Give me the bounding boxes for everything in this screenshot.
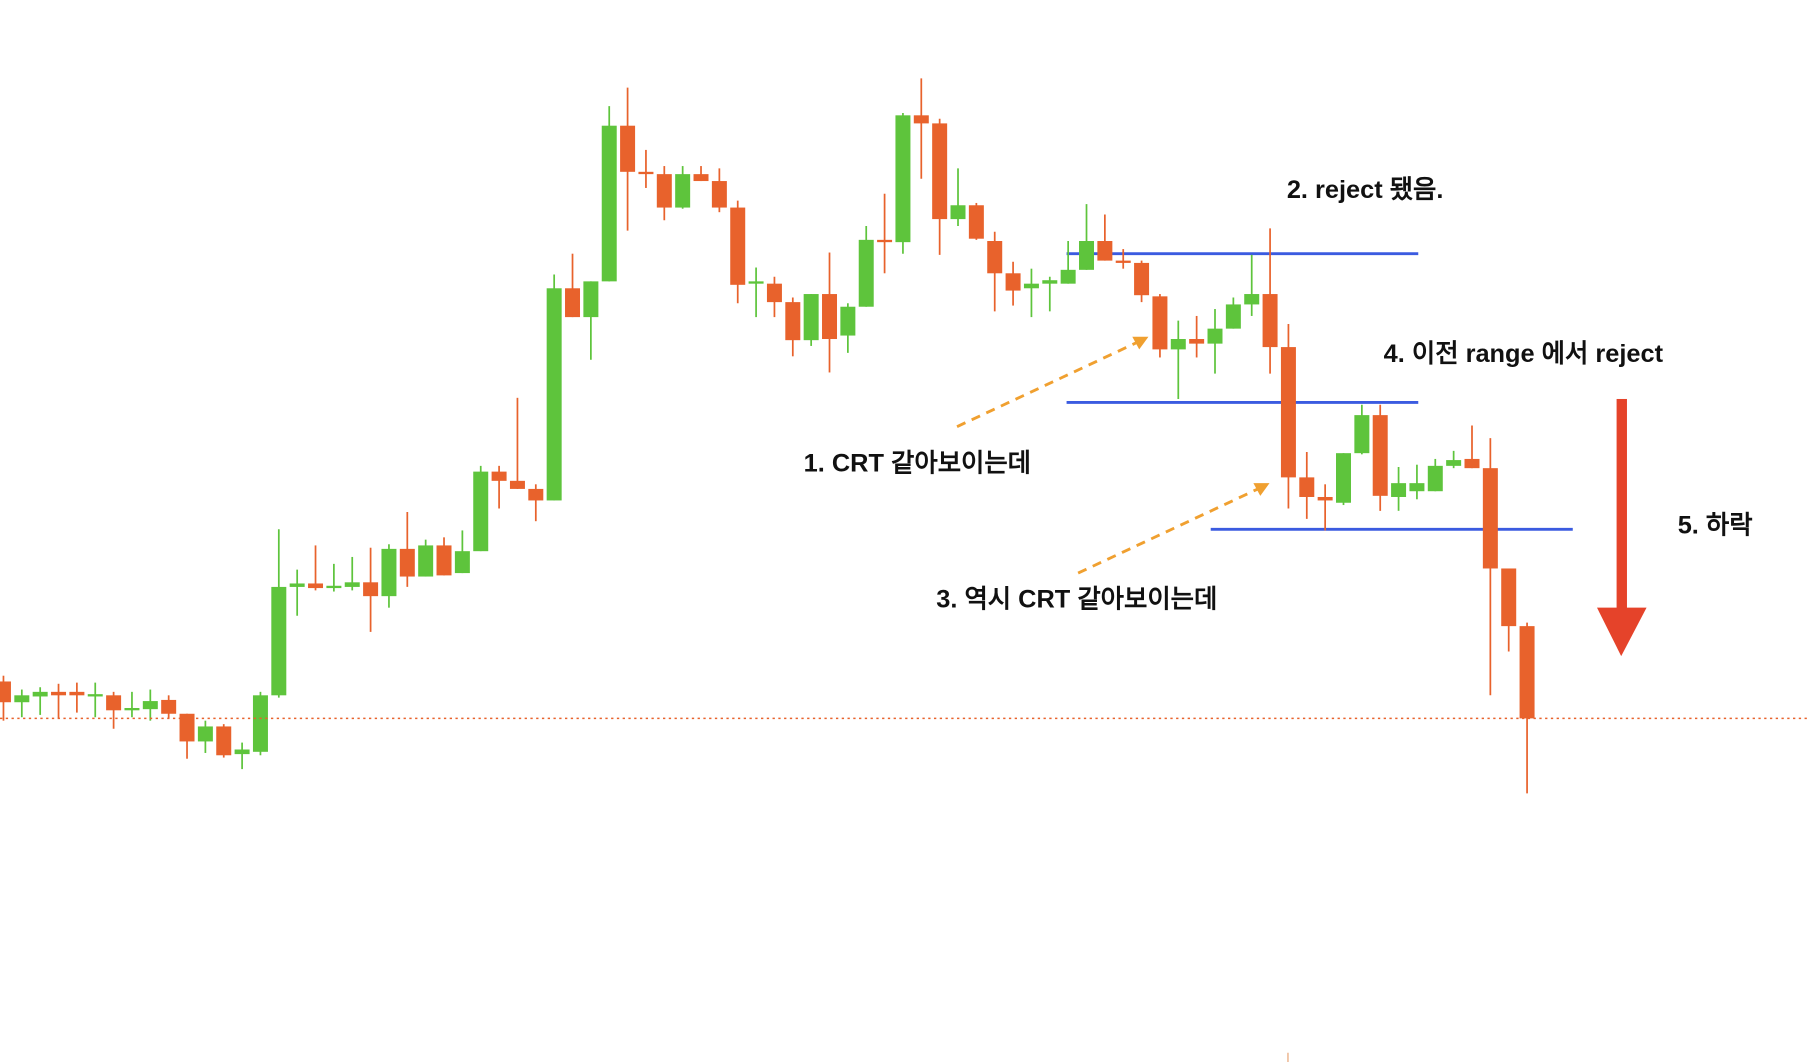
arrow-head: [1253, 483, 1270, 496]
candle-body: [693, 174, 709, 182]
candle-body: [1207, 328, 1223, 344]
candle-body: [1446, 460, 1462, 466]
candle-body: [344, 582, 360, 587]
candle-body: [436, 545, 452, 576]
candle-body: [601, 125, 617, 282]
candle-body: [565, 288, 581, 318]
candle-body: [968, 205, 984, 239]
plot-area: [0, 78, 1808, 794]
candle-body: [620, 125, 636, 172]
candle-body: [1152, 296, 1168, 350]
candle-body: [1262, 294, 1278, 348]
candle-body: [675, 174, 691, 208]
candle-body: [454, 551, 470, 574]
candle-body: [1391, 483, 1407, 497]
candle-body: [142, 701, 158, 710]
candle-body: [1299, 477, 1315, 497]
candle-body: [766, 283, 782, 303]
candle-body: [179, 713, 195, 742]
candle-body: [124, 707, 140, 711]
down-arrow-head: [1596, 607, 1647, 657]
annotation-arrow: [1077, 487, 1259, 575]
candle-body: [32, 691, 48, 697]
candle-body: [1354, 415, 1370, 454]
candle-body: [509, 480, 525, 489]
candle-body: [197, 726, 213, 742]
candle-body: [399, 548, 415, 577]
candle-body: [234, 749, 250, 755]
candle-body: [785, 302, 801, 341]
candle-body: [289, 583, 305, 587]
candle-body: [363, 582, 379, 597]
candle-body: [987, 241, 1003, 274]
candle-body: [1023, 283, 1039, 289]
candle-body: [803, 294, 819, 341]
candle-body: [656, 174, 672, 208]
candle-body: [1042, 280, 1058, 284]
candle-body: [418, 545, 434, 577]
annotation: 1. CRT 같아보이는데: [804, 449, 1031, 477]
candle-body: [1134, 262, 1150, 296]
candle-body: [252, 695, 268, 752]
candle-body: [1097, 241, 1113, 261]
candle-body: [895, 115, 911, 243]
candle-body: [271, 586, 287, 696]
candle-body: [858, 239, 874, 307]
candle-body: [326, 585, 342, 589]
candle-body: [528, 488, 544, 501]
arrow-head: [1132, 336, 1149, 350]
candle-body: [1317, 496, 1333, 501]
candle-body: [711, 181, 727, 208]
candle-body: [308, 583, 324, 589]
candle-body: [0, 681, 11, 703]
candle-body: [87, 694, 103, 697]
candle-body: [583, 281, 599, 318]
annotation: 3. 역시 CRT 같아보이는데: [936, 585, 1217, 613]
candle-body: [748, 281, 764, 284]
candle-body: [546, 288, 562, 501]
candle-body: [14, 695, 30, 703]
candle-body: [932, 123, 948, 220]
candle-body: [1501, 568, 1517, 627]
candle-body: [1372, 415, 1388, 496]
annotations: 2. reject 됐음. 4. 이전 range 에서 reject 1. C…: [804, 176, 1753, 1062]
candle-body: [106, 695, 122, 711]
candle-body: [1170, 339, 1186, 350]
down-arrow-shaft: [1616, 398, 1627, 612]
candle-body: [51, 691, 67, 696]
candle-body: [1427, 465, 1443, 492]
candle-body: [216, 726, 232, 756]
candle-body: [161, 699, 177, 714]
candle-body: [1409, 483, 1425, 492]
candle-body: [1244, 294, 1260, 305]
candle-body: [638, 171, 654, 175]
candle-body: [822, 294, 838, 340]
candle-body: [1079, 241, 1095, 270]
candle-body: [1005, 273, 1021, 291]
candle-body: [1464, 458, 1480, 469]
annotation: 2. reject 됐음.: [1287, 176, 1444, 204]
candle-body: [69, 691, 85, 696]
candle-body: [1189, 339, 1205, 344]
annotation: 4. 이전 range 에서 reject: [1384, 340, 1664, 368]
candle-body: [1336, 453, 1351, 503]
candle-body: [730, 207, 746, 285]
candle-body: [950, 205, 966, 220]
candle-body: [877, 239, 893, 243]
candle-body: [1482, 468, 1498, 569]
annotation-arrow: [956, 341, 1138, 428]
candle-body: [1225, 304, 1241, 329]
candle-body: [1060, 269, 1076, 284]
candle-body: [1519, 626, 1535, 719]
candle-body: [840, 306, 856, 336]
candle-body: [913, 115, 929, 124]
annotation: 5. 하락: [1678, 512, 1753, 540]
candle-body: [1115, 260, 1131, 263]
candle-body: [381, 548, 397, 597]
candle-body: [473, 471, 489, 552]
candle-body: [1280, 347, 1296, 478]
candle-body: [491, 471, 507, 481]
